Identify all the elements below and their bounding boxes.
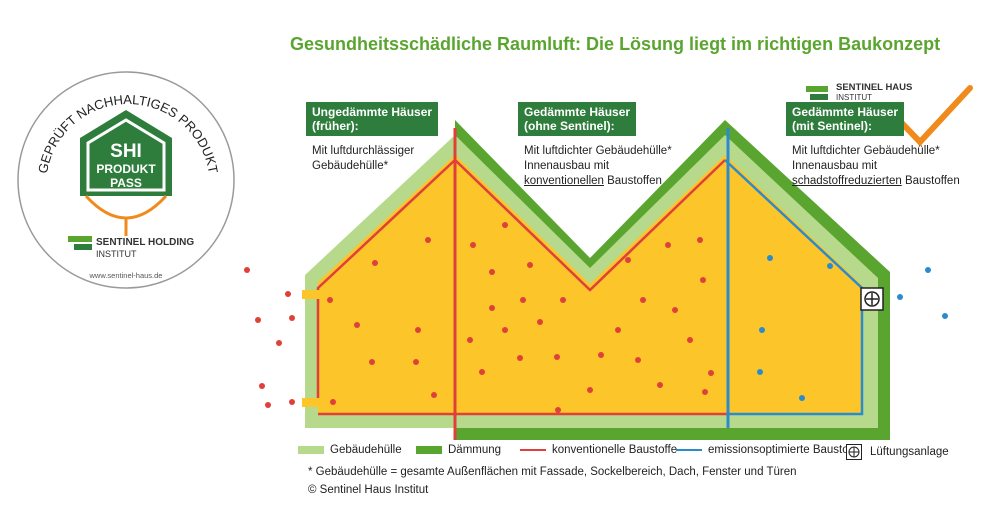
svg-text:INSTITUT: INSTITUT (96, 249, 137, 259)
logo-line1: SENTINEL HAUS (836, 82, 913, 93)
check-icon (894, 85, 973, 147)
section-label-uninsulated: Ungedämmte Häuser (früher): (306, 102, 439, 136)
legend-swatch (416, 446, 442, 454)
legend-item-ventilation: Lüftungsanlage (846, 444, 949, 460)
optimized-line (724, 159, 864, 416)
section-text-uninsulated: Mit luftdurchlässiger Gebäudehülle* (312, 145, 415, 172)
section-text-insulated-without: Mit luftdichter Gebäudehülle* Innenausba… (524, 145, 672, 187)
legend-swatch (676, 449, 702, 451)
svg-text:www.sentinel-haus.de: www.sentinel-haus.de (89, 271, 163, 280)
footnote: * Gebäudehülle = gesamte Außenflächen mi… (308, 466, 797, 478)
leak-gap (302, 398, 322, 407)
legend-item-insulation: Dämmung (416, 444, 501, 456)
section-text-insulated-with: Mit luftdichter Gebäudehülle* Innenausba… (792, 145, 960, 187)
svg-text:SENTINEL HOLDING: SENTINEL HOLDING (96, 237, 194, 248)
section-label-insulated-without: Gedämmte Häuser (ohne Sentinel): (518, 102, 637, 136)
logo-line2: INSTITUT (836, 93, 872, 102)
legend-swatch (298, 446, 324, 454)
svg-text:PASS: PASS (110, 176, 142, 190)
svg-text:PRODUKT: PRODUKT (96, 162, 156, 176)
legend-swatch (520, 449, 546, 451)
leak-gap (302, 290, 322, 299)
sentinel-logo-icon (806, 86, 828, 100)
legend-item-conventional: konventionelle Baustoffe (520, 444, 677, 456)
emission-dots-red (244, 222, 714, 413)
fan-icon (846, 444, 862, 460)
copyright: © Sentinel Haus Institut (308, 484, 429, 496)
diagram-title: Gesundheitsschädliche Raumluft: Die Lösu… (290, 34, 941, 54)
legend-item-envelope: Gebäudehülle (298, 444, 402, 456)
legend-item-optimized: emissionsoptimierte Baustoffe (676, 444, 861, 456)
shi-badge: GEPRÜFT NACHHALTIGES PRODUKT SHI PRODUKT… (17, 71, 235, 289)
ventilation-unit (860, 287, 884, 311)
legend: Gebäudehülle Dämmung konventionelle Baus… (298, 444, 988, 464)
emission-dots-blue (757, 255, 948, 401)
sentinel-haus-logo: SENTINEL HAUS INSTITUT (806, 80, 916, 106)
section-label-insulated-with: Gedämmte Häuser (mit Sentinel): (786, 102, 905, 136)
svg-text:SHI: SHI (110, 141, 142, 162)
